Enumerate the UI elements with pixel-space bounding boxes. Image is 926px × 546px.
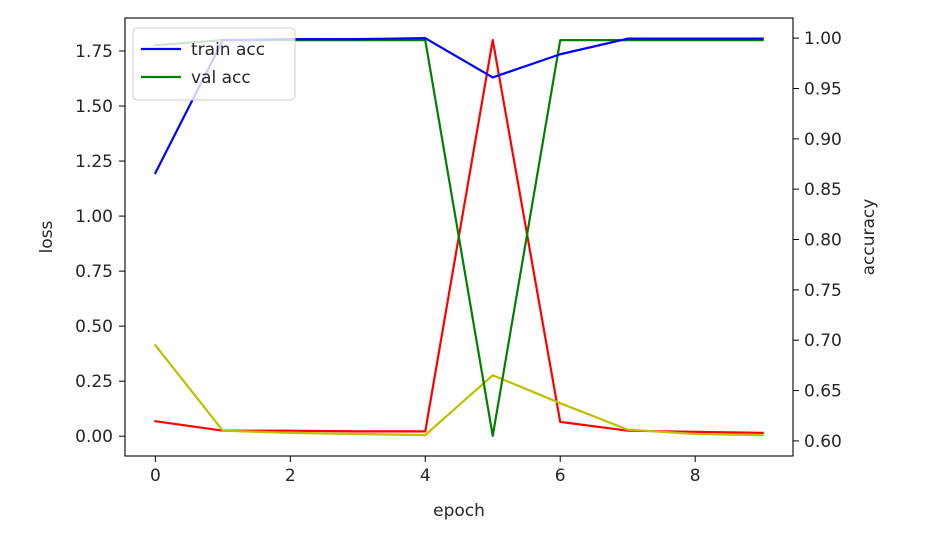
plot-frame	[124, 17, 794, 457]
y-left-tick-label: 1.75	[75, 42, 113, 62]
x-tick-label: 0	[150, 466, 161, 486]
y-right-tick-label: 0.70	[804, 331, 842, 351]
y-right-tick-label: 0.60	[804, 432, 842, 452]
x-tick-label: 8	[690, 466, 701, 486]
y-left-tick-label: 1.25	[75, 152, 113, 172]
y-left-tick-label: 0.75	[75, 262, 113, 282]
legend-label-val-acc: val acc	[191, 68, 251, 88]
y-right-tick-label: 0.85	[804, 180, 842, 200]
y-left-tick-label: 1.50	[75, 97, 113, 117]
y-left-tick-label: 1.00	[75, 207, 113, 227]
y-right-tick-label: 0.75	[804, 281, 842, 301]
legend-label-train-acc: train acc	[191, 40, 265, 60]
y-right-tick-label: 1.00	[804, 29, 842, 49]
legend-box	[132, 27, 296, 101]
y-right-axis-title: accuracy	[859, 199, 879, 276]
y-left-tick-label: 0.00	[75, 427, 113, 447]
x-tick-label: 4	[420, 466, 431, 486]
x-axis-title: epoch	[433, 501, 485, 521]
y-right-tick-label: 0.80	[804, 231, 842, 251]
y-right-tick-label: 0.90	[804, 130, 842, 150]
x-tick-label: 2	[285, 466, 296, 486]
y-right-tick-label: 0.65	[804, 382, 842, 402]
y-left-tick-label: 0.50	[75, 317, 113, 337]
legend: train acc val acc	[132, 27, 296, 101]
y-left-axis-title: loss	[37, 220, 57, 253]
y-right-tick-label: 0.95	[804, 79, 842, 99]
axes-layer: 0 2 4 6 8 0.00 0.25 0.50 0.75 1.00 1.25 1.50 1.75 0.6…	[37, 17, 879, 521]
series-line-left-axis-line-3	[153, 343, 764, 437]
y-left-tick-label: 0.25	[75, 372, 113, 392]
x-tick-label: 6	[555, 466, 566, 486]
